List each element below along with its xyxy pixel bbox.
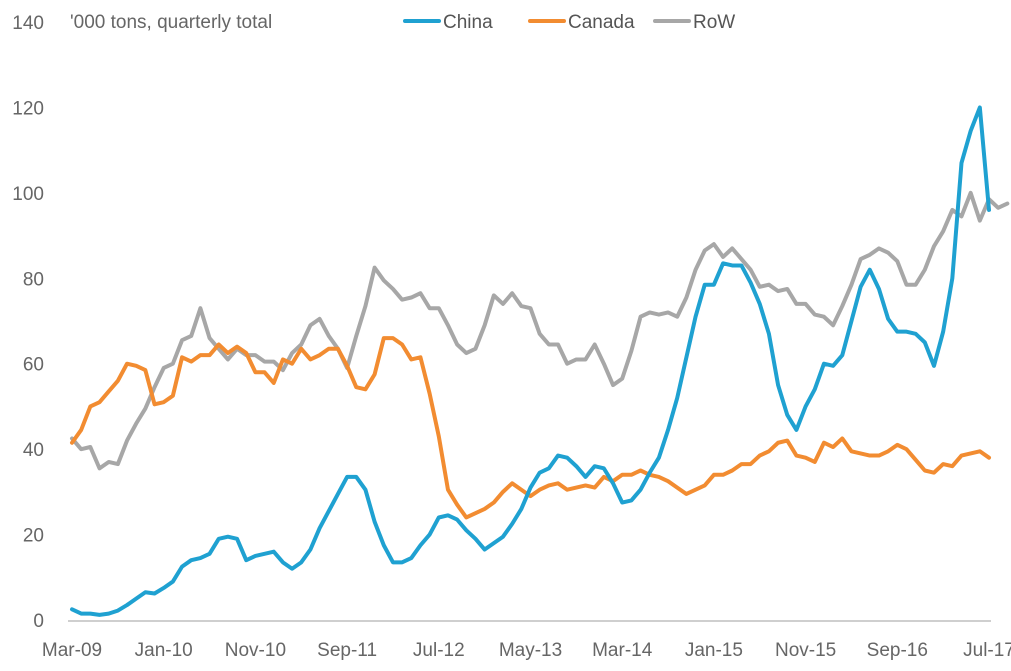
y-tick-label: 20 — [23, 526, 44, 547]
x-tick-label: May-13 — [499, 640, 562, 661]
x-tick-label: Sep-11 — [317, 640, 377, 661]
x-tick-label: Nov-10 — [225, 640, 286, 661]
x-tick-label: Jul-17 — [963, 640, 1011, 661]
x-tick-label: Jan-10 — [135, 640, 193, 661]
y-tick-label: 0 — [33, 611, 44, 632]
series-lines — [70, 105, 1010, 617]
x-tick-label: Mar-14 — [592, 640, 653, 661]
y-tick-label: 80 — [23, 269, 44, 290]
x-tick-label: Mar-09 — [42, 640, 102, 661]
legend-label-canada: Canada — [568, 12, 635, 33]
y-tick-label: 60 — [23, 355, 44, 376]
series-line-canada — [70, 336, 991, 520]
legend: China Canada RoW — [403, 12, 735, 33]
x-tick-label: Jul-12 — [413, 640, 465, 661]
y-axis-unit-label: '000 tons, quarterly total — [70, 12, 272, 33]
x-tick-label: Jan-15 — [685, 640, 743, 661]
y-axis-ticks: 0 20 40 60 80 100 120 140 — [12, 13, 44, 632]
series-line-row — [70, 190, 1010, 471]
x-tick-label: Nov-15 — [775, 640, 836, 661]
legend-label-china: China — [443, 12, 493, 33]
y-tick-label: 140 — [12, 13, 44, 34]
x-tick-label: Sep-16 — [867, 640, 928, 661]
y-tick-label: 40 — [23, 440, 44, 461]
y-tick-label: 100 — [12, 184, 44, 205]
y-tick-label: 120 — [12, 98, 44, 119]
legend-label-row: RoW — [693, 12, 735, 33]
series-line-china — [70, 105, 991, 617]
x-axis-ticks: Mar-09 Jan-10 Nov-10 Sep-11 Jul-12 May-13 Mar-… — [42, 640, 1011, 661]
